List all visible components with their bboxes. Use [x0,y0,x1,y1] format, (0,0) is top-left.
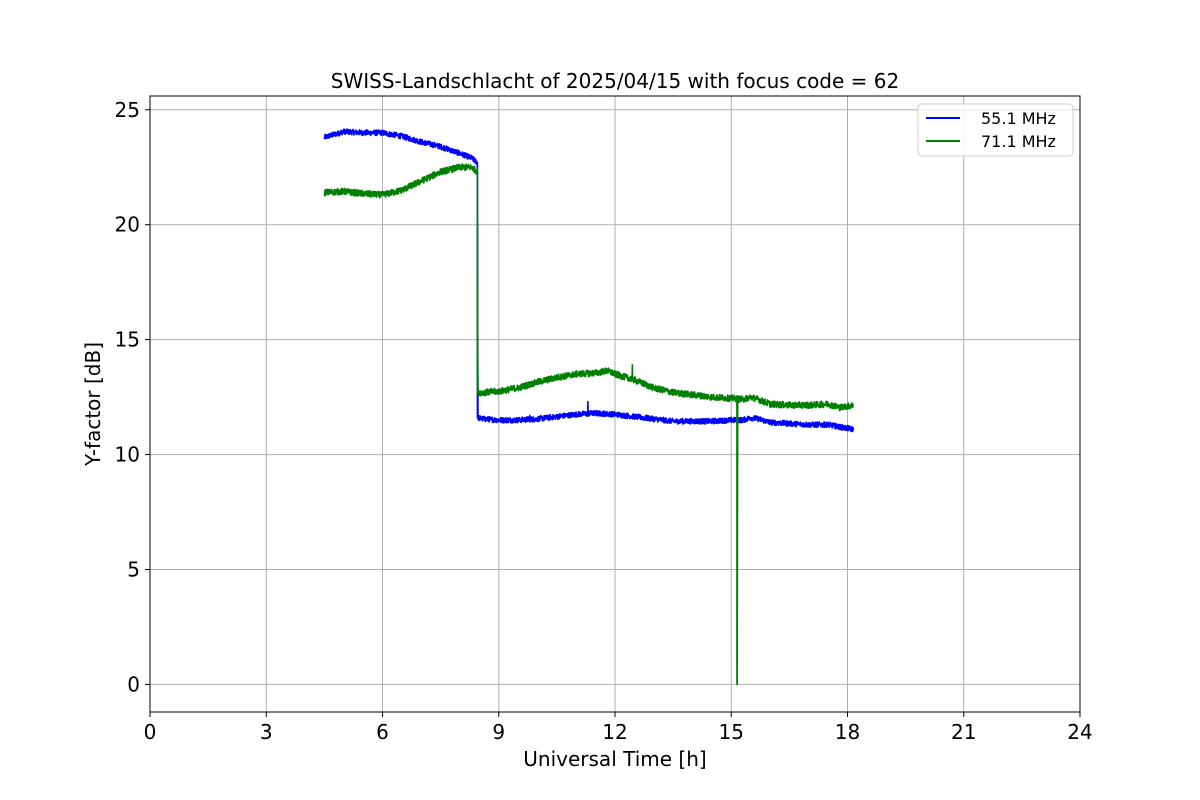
x-tick-label: 18 [835,720,860,744]
x-tick-label: 3 [260,720,273,744]
legend-label-1: 55.1 MHz [981,109,1056,128]
y-axis-label: Y-factor [dB] [81,342,105,467]
ticks: 0 3 6 9 12 15 18 21 24 0 5 10 15 20 25 [115,98,1093,744]
series-line-2 [323,163,855,686]
y-tick-label: 15 [115,328,140,352]
x-axis-label: Universal Time [h] [523,747,706,771]
x-tick-label: 9 [492,720,505,744]
x-tick-label: 0 [144,720,157,744]
y-tick-label: 25 [115,98,140,122]
x-tick-label: 6 [376,720,389,744]
legend: 55.1 MHz 71.1 MHz [917,103,1074,157]
y-tick-label: 0 [127,672,140,696]
x-tick-label: 21 [951,720,976,744]
y-tick-label: 20 [115,213,140,237]
x-tick-label: 15 [719,720,744,744]
y-tick-label: 5 [127,557,140,581]
y-tick-label: 10 [115,443,140,467]
x-tick-label: 12 [602,720,627,744]
legend-label-2: 71.1 MHz [981,132,1056,151]
series-layer [323,128,855,686]
chart-title: SWISS-Landschlacht of 2025/04/15 with fo… [331,69,899,93]
series-line-1 [323,128,855,433]
x-tick-label: 24 [1067,720,1092,744]
